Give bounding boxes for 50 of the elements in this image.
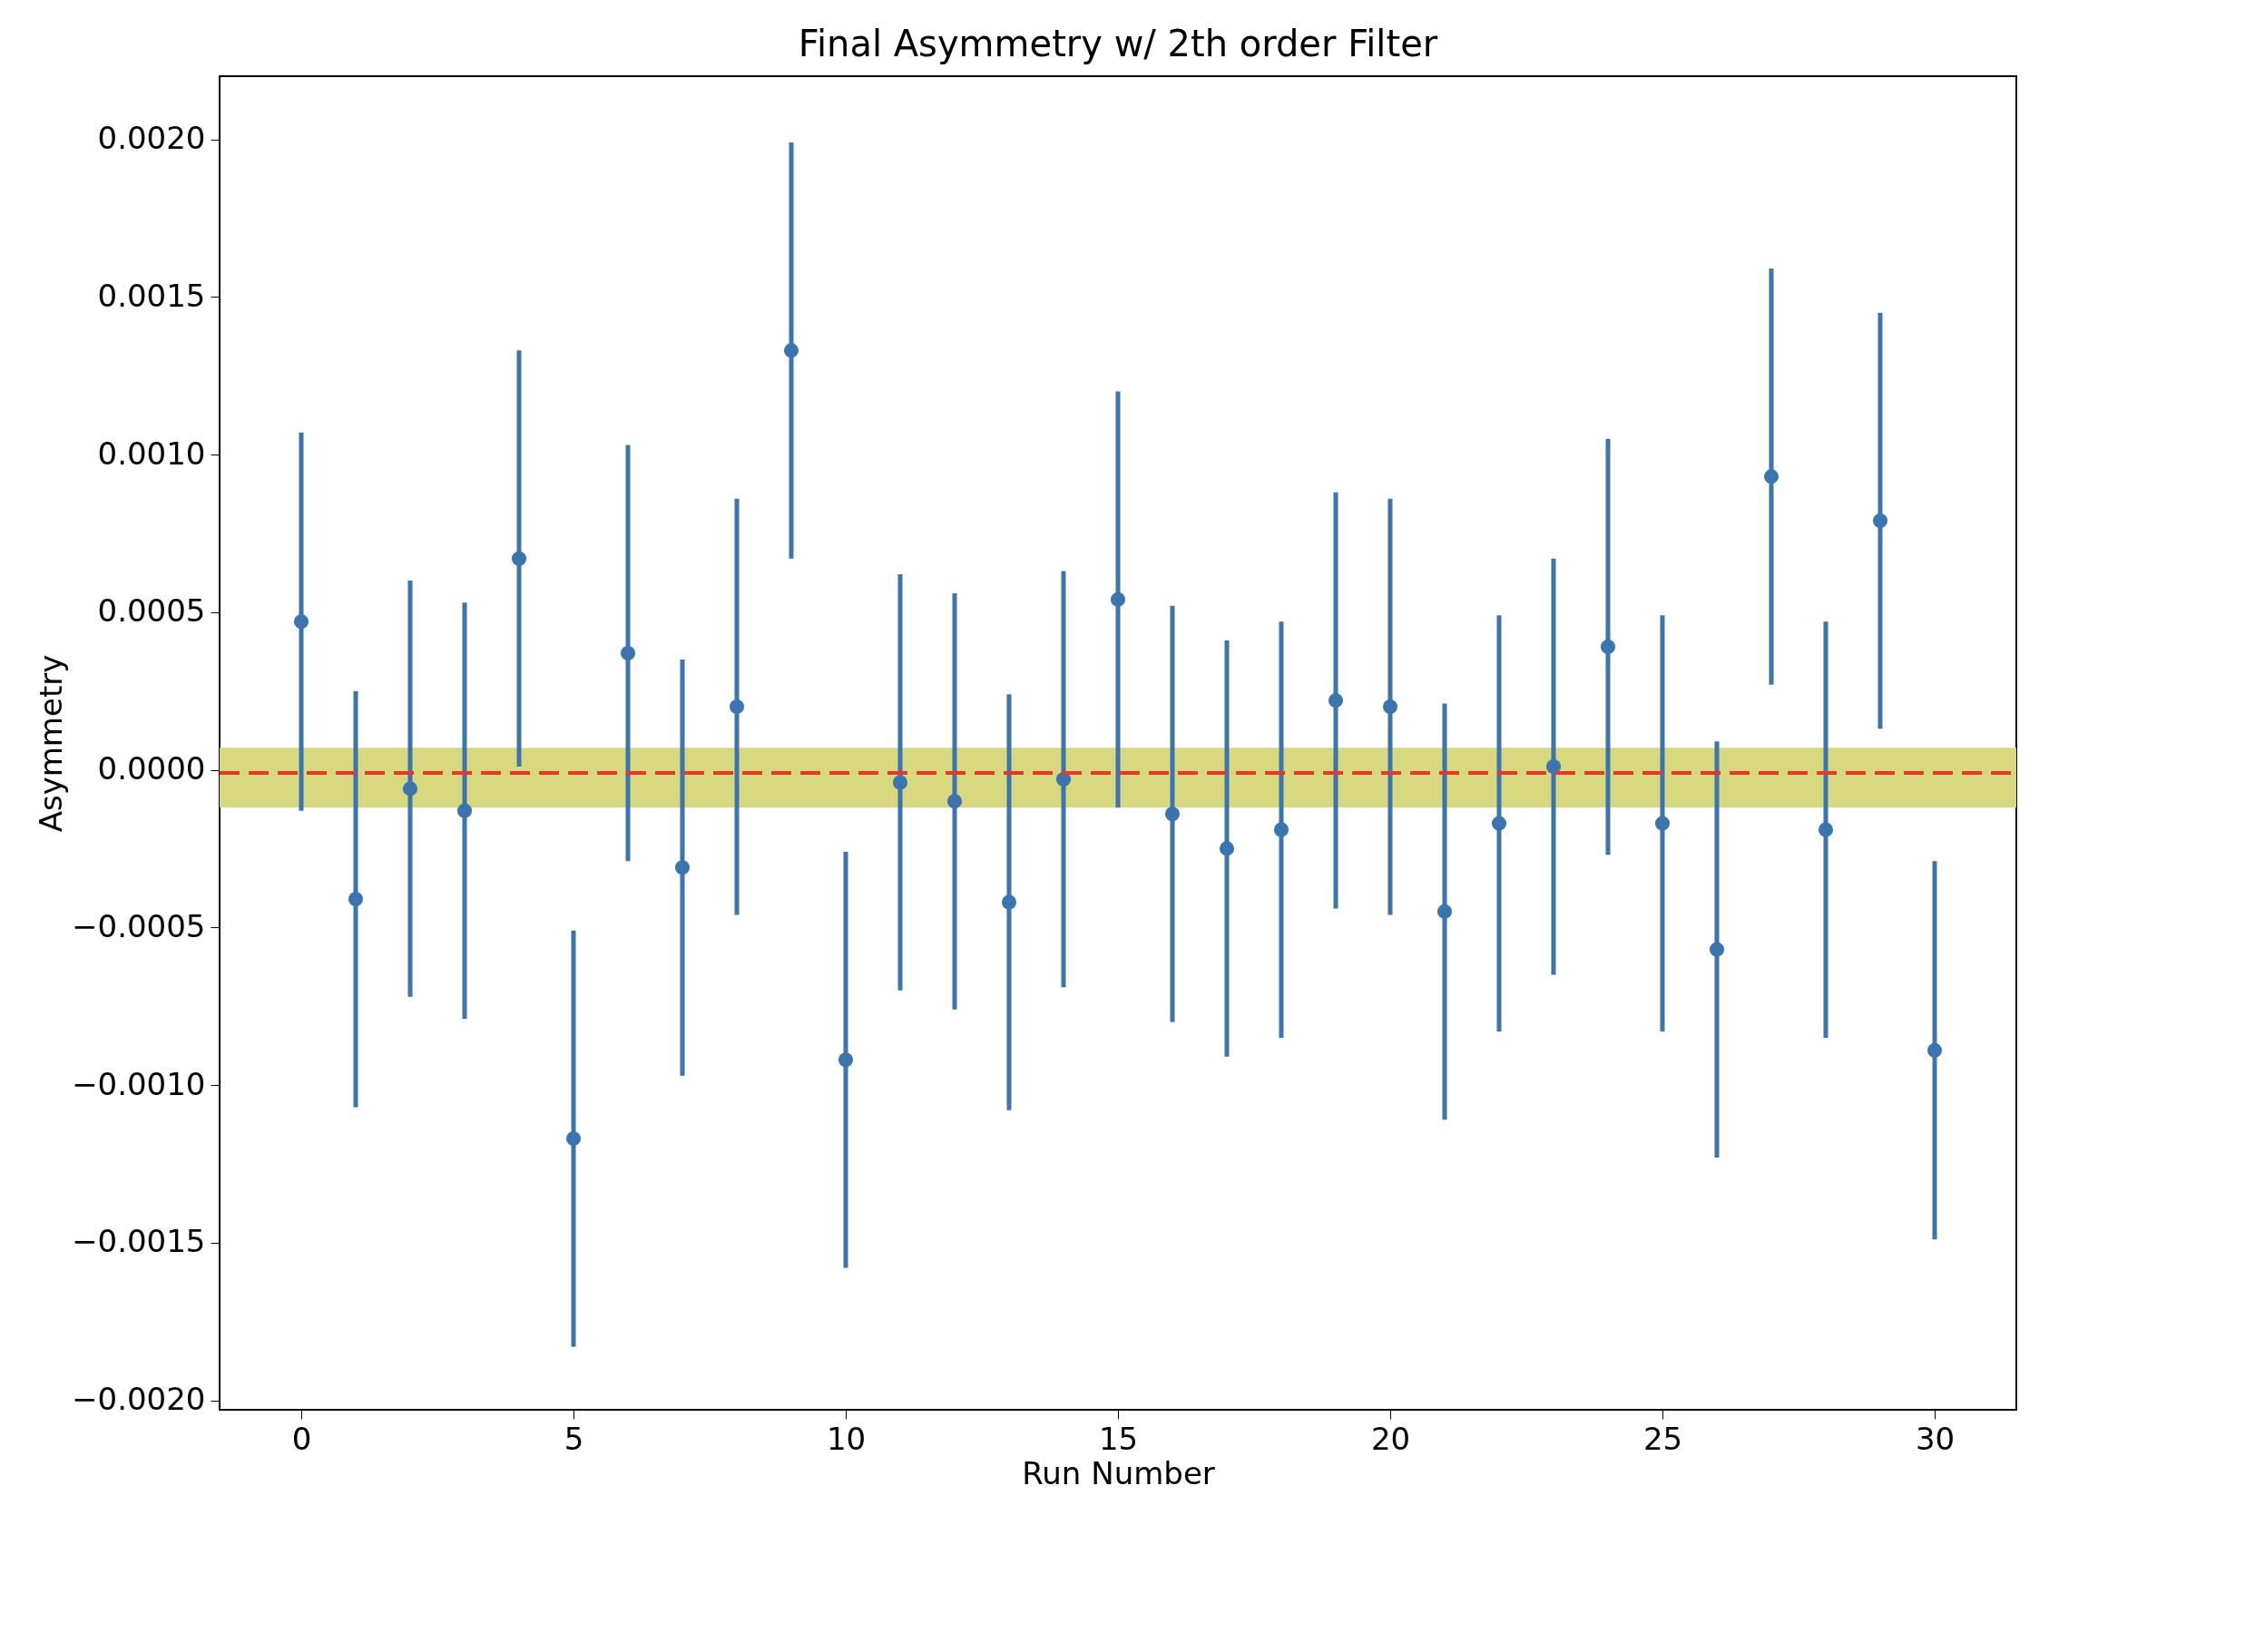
y-axis-title: Asymmetry	[33, 654, 70, 833]
x-tick-label: 5	[564, 1420, 584, 1457]
point	[1763, 469, 1779, 484]
point	[1818, 822, 1834, 837]
x-tick-label: 10	[826, 1420, 867, 1457]
point	[1491, 816, 1507, 831]
point	[1164, 806, 1181, 822]
point	[838, 1052, 854, 1068]
y-tick-label: −0.0015	[72, 1223, 206, 1260]
point	[1926, 1042, 1943, 1058]
y-tick-label: 0.0005	[97, 592, 206, 630]
y-tick-label: 0.0010	[97, 435, 206, 472]
point	[1600, 639, 1616, 655]
point	[402, 781, 418, 797]
chart-title: Final Asymmetry w/ 2th order Filter	[798, 23, 1438, 64]
x-tick-label: 15	[1098, 1420, 1139, 1457]
x-tick-label: 0	[291, 1420, 312, 1457]
point	[729, 699, 745, 715]
x-tick-label: 20	[1370, 1420, 1411, 1457]
y-tick-label: −0.0020	[72, 1381, 206, 1418]
x-axis-title: Run Number	[1022, 1454, 1215, 1491]
point	[1654, 816, 1671, 831]
y-tick-label: −0.0005	[72, 907, 206, 944]
point	[1709, 942, 1725, 957]
x-tick-label: 25	[1642, 1420, 1683, 1457]
point	[1219, 841, 1235, 856]
point	[1872, 513, 1888, 529]
x-tick-label: 30	[1915, 1420, 1956, 1457]
point	[456, 803, 473, 818]
y-tick-label: 0.0015	[97, 277, 206, 314]
point	[293, 614, 309, 630]
point	[1001, 894, 1017, 910]
point	[348, 891, 364, 907]
y-tick-label: 0.0020	[97, 120, 206, 156]
y-tick-label: 0.0000	[97, 750, 206, 787]
point	[565, 1131, 582, 1147]
point	[1436, 904, 1453, 919]
point	[783, 343, 799, 358]
point	[674, 860, 691, 875]
point	[1382, 699, 1398, 715]
point	[946, 794, 963, 809]
point	[1545, 759, 1562, 775]
point	[620, 645, 636, 660]
point	[511, 551, 527, 566]
point	[1055, 771, 1072, 787]
y-tick-label: −0.0010	[72, 1065, 206, 1102]
point	[892, 775, 908, 790]
point	[1273, 822, 1289, 837]
point	[1328, 693, 1344, 709]
point	[1110, 591, 1126, 607]
